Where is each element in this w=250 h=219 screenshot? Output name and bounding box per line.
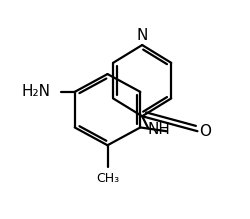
Text: NH: NH — [147, 122, 170, 137]
Text: O: O — [199, 124, 211, 139]
Text: N: N — [136, 28, 148, 43]
Text: H₂N: H₂N — [21, 84, 50, 99]
Text: CH₃: CH₃ — [96, 172, 119, 185]
